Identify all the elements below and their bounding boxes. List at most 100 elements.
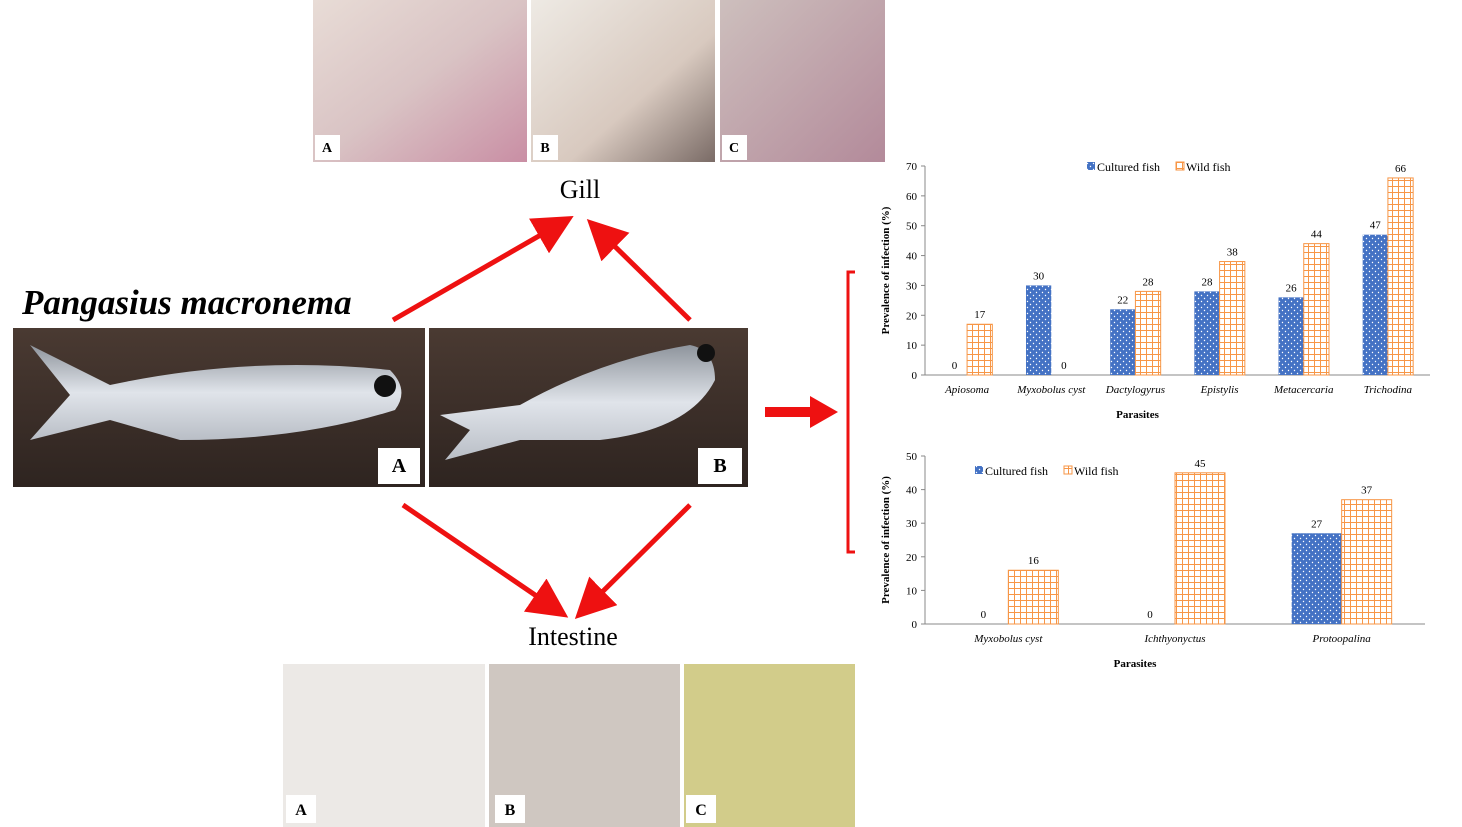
bar-chart: 0 10 20 30 40 50 60 70 Apiosoma 0 17 Myxobolus cyst… [880,160,1430,421]
x-tick-label: Metacercaria [1273,384,1334,396]
gill-photos: A B C [313,0,885,162]
value-label: 0 [1061,360,1067,372]
value-label: 28 [1201,276,1213,288]
y-tick-label: 0 [912,370,918,382]
panel-label: A [392,455,407,477]
y-axis-label: Prevalence of infection (%) [880,476,892,604]
bar [1194,291,1220,375]
x-tick-label: Protoopalina [1312,633,1372,645]
value-label: 17 [974,309,986,321]
arrow [391,216,574,323]
y-tick-label: 70 [906,161,918,173]
arrow [574,503,692,620]
photo [283,664,485,827]
legend-swatch [975,466,983,474]
value-label: 30 [1033,270,1045,282]
photo [313,0,527,162]
bar [1219,261,1246,376]
arrows [391,216,855,620]
species-name: Pangasius macronema [21,283,352,322]
legend-label: Cultured fish [1097,160,1160,174]
intestine-photos: A B C [283,664,855,827]
arrow-head [810,396,838,428]
bar [1174,472,1226,625]
panel-box [698,448,742,484]
legend-label: Wild fish [1074,464,1119,478]
bar [1026,285,1052,375]
bar [1303,243,1330,376]
panel-box [495,795,525,823]
x-tick-label: Dactylogyrus [1105,384,1165,396]
fish-eye [374,375,396,397]
bar [1110,309,1136,375]
panel-label: B [540,141,549,156]
value-label: 66 [1395,163,1407,175]
panel-box [315,135,340,160]
y-tick-label: 30 [906,280,918,292]
legend-label: Cultured fish [985,464,1048,478]
y-tick-label: 60 [906,191,918,203]
value-label: 38 [1227,247,1239,259]
panel-label: C [695,802,707,819]
panel-label: B [505,802,516,819]
y-tick-label: 30 [906,518,918,530]
panel-box [533,135,558,160]
value-label: 16 [1028,555,1040,567]
value-label: 28 [1143,276,1155,288]
value-label: 47 [1370,220,1382,232]
y-tick-label: 50 [906,221,918,233]
panel-box [286,795,316,823]
x-tick-label: Apiosoma [944,384,990,396]
value-label: 44 [1311,229,1323,241]
x-tick-label: Trichodina [1364,384,1413,396]
intestine-label: Intestine [528,622,618,651]
fish-eye [697,344,715,362]
legend-swatch [1175,161,1185,171]
bar [1291,533,1342,624]
photo [531,0,715,162]
panel-label: C [729,141,739,156]
y-tick-label: 40 [906,251,918,263]
bar [1341,499,1393,625]
legend-swatch [1063,465,1073,475]
value-label: 45 [1195,458,1207,470]
photo [720,0,885,162]
y-tick-label: 50 [906,451,918,463]
panel-box [378,448,420,484]
fish-photos: A B [13,328,748,487]
panel-label: A [322,141,333,156]
value-label: 27 [1311,518,1323,530]
bar [1362,234,1388,375]
y-tick-label: 40 [906,485,918,497]
y-axis-label: Prevalence of infection (%) [880,206,892,334]
bar [1387,177,1414,376]
x-tick-label: Myxobolus cyst [973,633,1043,645]
value-label: 37 [1361,485,1373,497]
panel-label: A [295,802,307,819]
x-axis-label: Parasites [1114,658,1157,670]
bar [1007,569,1059,625]
panel-label: B [713,455,726,477]
value-label: 0 [952,360,958,372]
panel-box [722,135,747,160]
gill-label: Gill [560,175,600,204]
x-tick-label: Epistylis [1200,384,1239,396]
panel-box [686,795,716,823]
bar [966,323,993,376]
fish [440,345,715,460]
bracket [846,270,855,554]
legend-label: Wild fish [1186,160,1231,174]
arrow [401,502,569,618]
value-label: 0 [1147,609,1153,621]
bar [1278,297,1304,375]
legend-swatch [1087,162,1095,170]
value-label: 26 [1286,282,1298,294]
y-tick-label: 20 [906,552,918,564]
bar [1134,290,1162,376]
y-tick-label: 20 [906,310,918,322]
arrow [586,219,692,322]
bar-chart: 0 10 20 30 40 50 Myxobolus cyst 0 16 Ichthyonyctu… [880,451,1425,670]
x-axis-label: Parasites [1116,409,1159,421]
value-label: 22 [1117,294,1128,306]
